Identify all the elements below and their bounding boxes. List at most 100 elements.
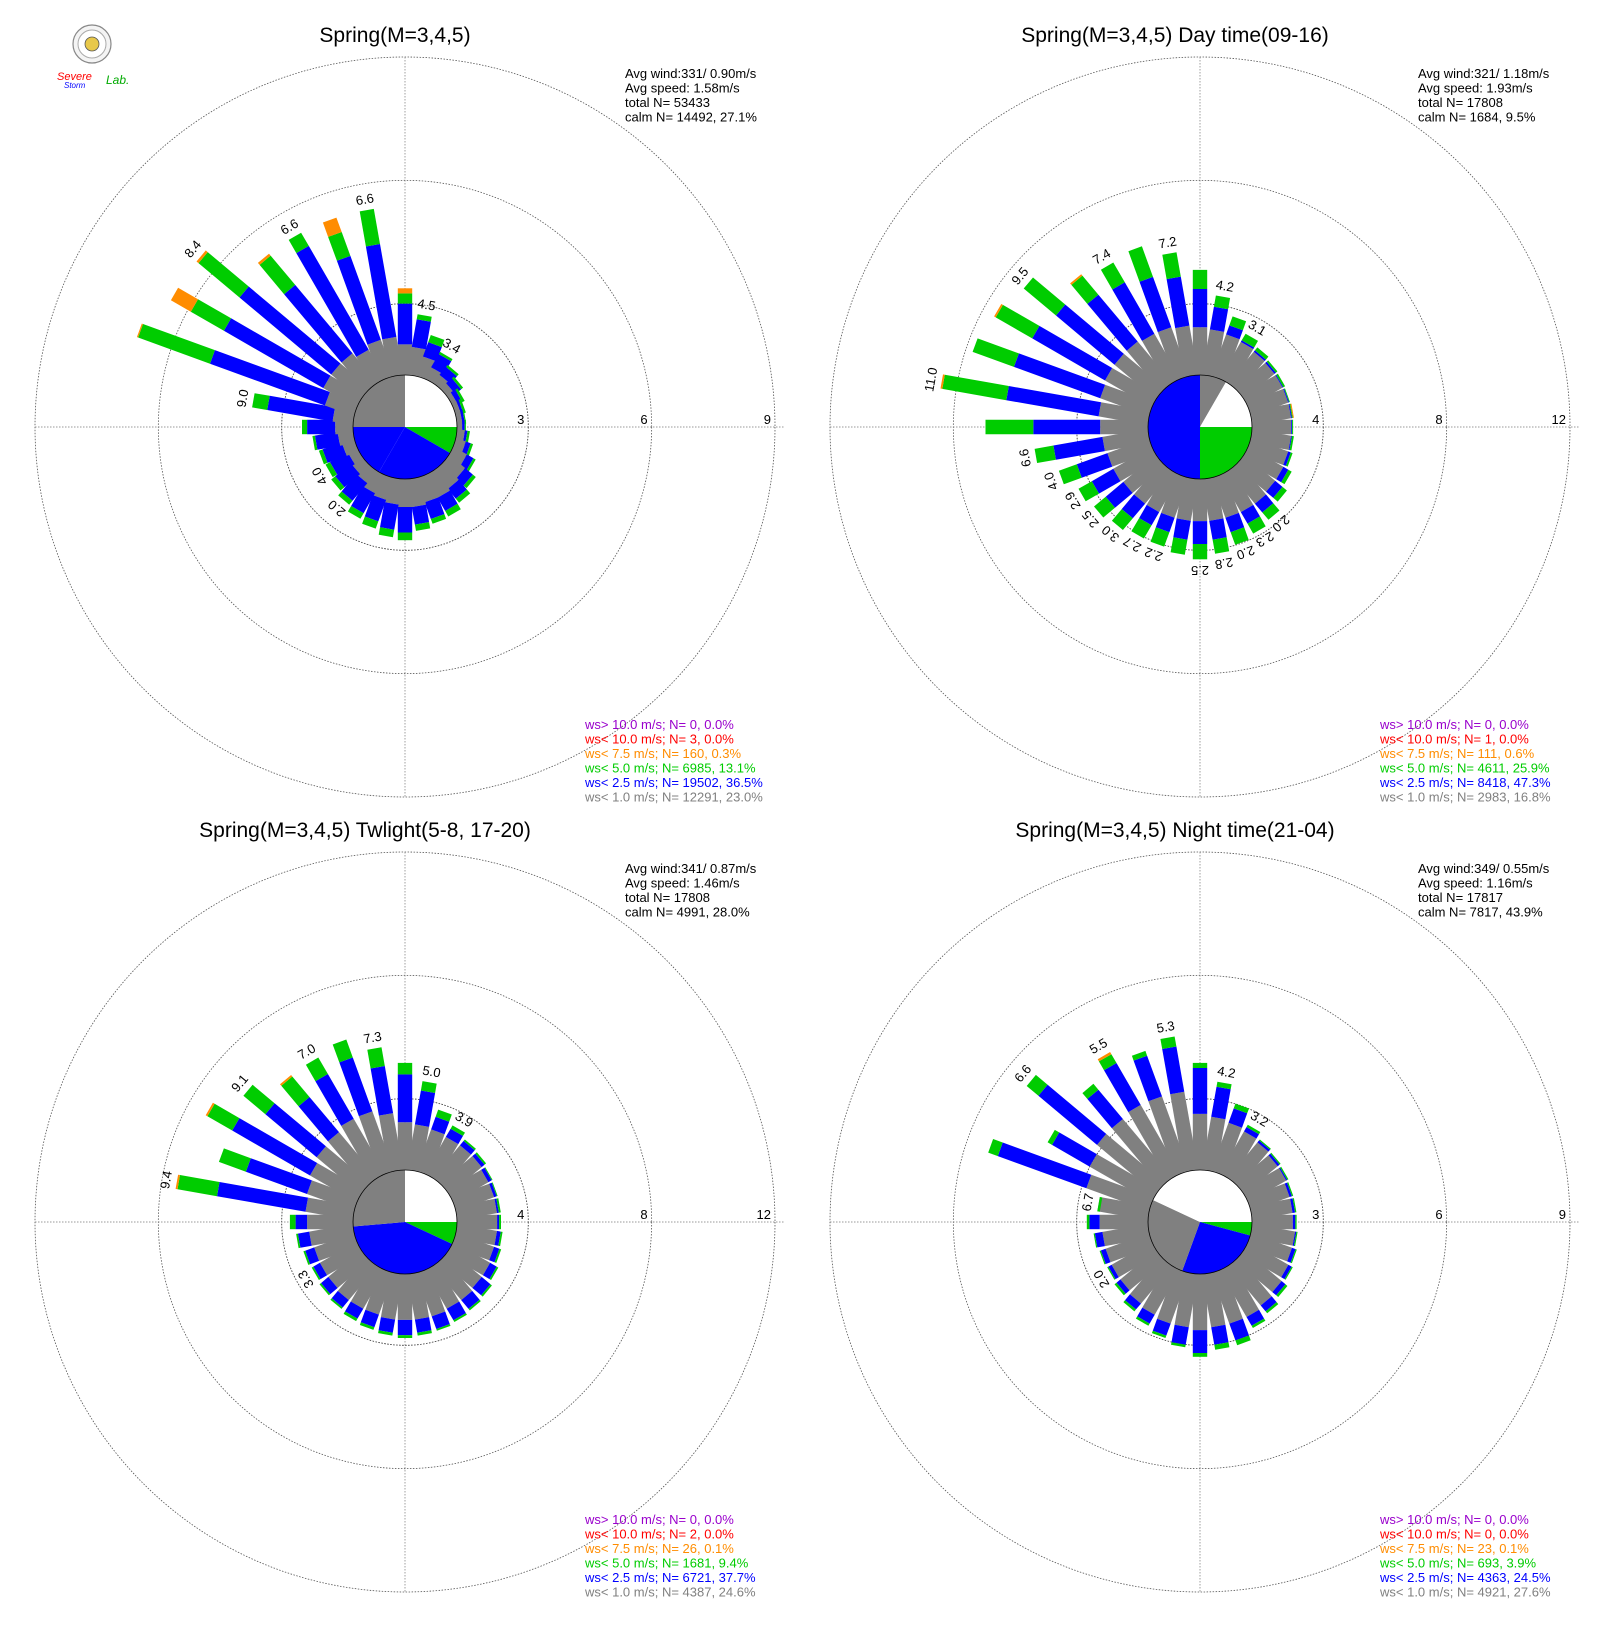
sector-bar-segment: [435, 1109, 452, 1122]
sector-bar-segment: [1272, 1281, 1286, 1296]
sector-bar-segment: [1201, 329, 1225, 377]
pie-wedge: [1182, 1222, 1251, 1275]
sector-bar-segment: [307, 1180, 359, 1211]
sector-bar-segment: [397, 288, 413, 294]
ring-tick-label: 9: [1559, 1207, 1566, 1222]
sector-bar-segment: [1098, 1054, 1117, 1071]
sector-bar-segment: [1087, 294, 1138, 351]
sector-bar-segment: [414, 522, 431, 531]
sector-bar-segment: [1161, 473, 1189, 518]
sector-value-label: 5.3: [1155, 1018, 1175, 1036]
sector-bar-segment: [359, 1322, 375, 1330]
sector-bar-segment: [339, 1057, 373, 1117]
sector-bar-segment: [1032, 325, 1113, 381]
sector-bar-segment: [481, 1284, 492, 1297]
stats-line: total N= 17808: [1418, 95, 1503, 110]
legend-entry: ws> 10.0 m/s; N= 0, 0.0%: [1379, 1512, 1529, 1527]
sector-bar-segment: [1114, 353, 1165, 400]
sector-bar-segment: [1284, 388, 1290, 403]
sector-bar-segment: [494, 1230, 501, 1246]
sector-bar-segment: [328, 1249, 370, 1288]
sector-bar-segment: [1099, 1214, 1148, 1230]
sector-bar-segment: [445, 1128, 463, 1145]
sector-bar-segment: [1275, 374, 1284, 388]
sector-bar-segment: [436, 1324, 451, 1331]
sector-bar-segment: [1082, 1083, 1099, 1099]
sector-bar-segment: [1099, 1250, 1106, 1265]
sector-bar-segment: [1246, 438, 1289, 465]
pie-wedge: [405, 1170, 457, 1222]
sector-value-label: 2.8: [1214, 554, 1234, 572]
legend-entry: ws< 7.5 m/s; N= 111, 0.6%: [1379, 746, 1535, 761]
sector-bar-segment: [1174, 1272, 1199, 1328]
sector-bar-segment: [303, 1250, 311, 1265]
legend-entry: ws< 2.5 m/s; N= 6721, 37.7%: [584, 1570, 756, 1585]
sector-bar-segment: [1284, 1182, 1292, 1197]
sector-bar-segment: [319, 1241, 364, 1276]
sector-bar-segment: [1214, 1342, 1230, 1350]
windrose-panel-2: Spring(M=3,4,5) Day time(09-16) Avg wind:…: [829, 24, 1580, 805]
sector-bar-segment: [430, 514, 447, 524]
sector-bar-segment: [311, 1266, 321, 1280]
panel-title: Spring(M=3,4,5) Night time(21-04): [1015, 819, 1334, 842]
sector-bar-segment: [1056, 304, 1124, 365]
sector-bar-segment: [424, 497, 445, 519]
sector-bar-segment: [1094, 1231, 1105, 1248]
sector-bar-segment: [305, 1197, 355, 1221]
sector-bar-segment: [411, 319, 431, 350]
svg-text:Storm: Storm: [64, 81, 86, 90]
sector-bar-segment: [1148, 1096, 1189, 1176]
sector-bar-segment: [1266, 360, 1278, 373]
sector-bar-segment: [423, 342, 442, 362]
sector-bar-segment: [367, 339, 394, 381]
sector-bar-segment: [1246, 1233, 1292, 1262]
sector-bar-segment: [196, 250, 208, 264]
sector-bar-segment: [1162, 252, 1181, 280]
sector-bar-segment: [463, 474, 476, 489]
sector-bar-segment: [1146, 468, 1181, 513]
sector-bar-segment: [1111, 1241, 1159, 1278]
sector-bar-segment: [239, 286, 341, 375]
sector-bar-segment: [245, 1158, 312, 1194]
sector-value-label: 3.4: [440, 335, 463, 357]
sector-value-label: 5.5: [1087, 1035, 1110, 1057]
sector-bar-segment: [1192, 1353, 1208, 1357]
sector-value-label: 3.3: [295, 1268, 317, 1291]
sector-bar-segment: [350, 1263, 386, 1309]
pie-wedge: [405, 427, 457, 453]
sector-bar-segment: [378, 527, 395, 538]
sector-bar-segment: [440, 1156, 482, 1195]
sector-bar-segment: [1133, 1055, 1162, 1102]
legend-entry: ws< 5.0 m/s; N= 1681, 9.4%: [584, 1556, 749, 1571]
sector-bar-segment: [942, 374, 1009, 401]
sector-value-label: 9.0: [233, 388, 251, 408]
sector-bar-segment: [210, 350, 330, 406]
sector-bar-segment: [1047, 1129, 1060, 1145]
ring-tick-label: 6: [1435, 1207, 1442, 1222]
sector-bar-segment: [397, 1074, 413, 1123]
sector-bar-segment: [265, 1103, 326, 1158]
sector-bar-segment: [1094, 496, 1115, 518]
sector-bar-segment: [321, 1276, 338, 1295]
sector-value-label: 4.0: [308, 465, 330, 488]
sector-bar-segment: [450, 1125, 465, 1136]
sector-bar-segment: [417, 1330, 432, 1336]
sector-bar-segment: [1100, 262, 1125, 290]
legend: ws> 10.0 m/s; N= 0, 0.0%ws< 10.0 m/s; N=…: [1379, 717, 1551, 805]
sector-bar-segment: [458, 399, 466, 414]
legend-entry: ws< 5.0 m/s; N= 4611, 25.9%: [1379, 761, 1550, 776]
sector-bar-segment: [416, 314, 432, 322]
sector-bar-segment: [1097, 1197, 1150, 1221]
sector-bar-segment: [940, 374, 945, 389]
sector-bar-segment: [1093, 1233, 1098, 1248]
sector-bar-segment: [175, 1174, 180, 1190]
sector-bar-segment: [1240, 340, 1255, 350]
sector-bar-segment: [328, 232, 351, 261]
sector-bar-segment: [463, 1139, 476, 1151]
sector-bar-segment: [1192, 479, 1208, 522]
sector-bar-segment: [1076, 453, 1113, 478]
sector-bar-segment: [1292, 1198, 1297, 1213]
sector-bar-segment: [397, 1319, 413, 1336]
sector-bar-segment: [335, 463, 360, 488]
sector-bar-segment: [207, 1103, 240, 1131]
